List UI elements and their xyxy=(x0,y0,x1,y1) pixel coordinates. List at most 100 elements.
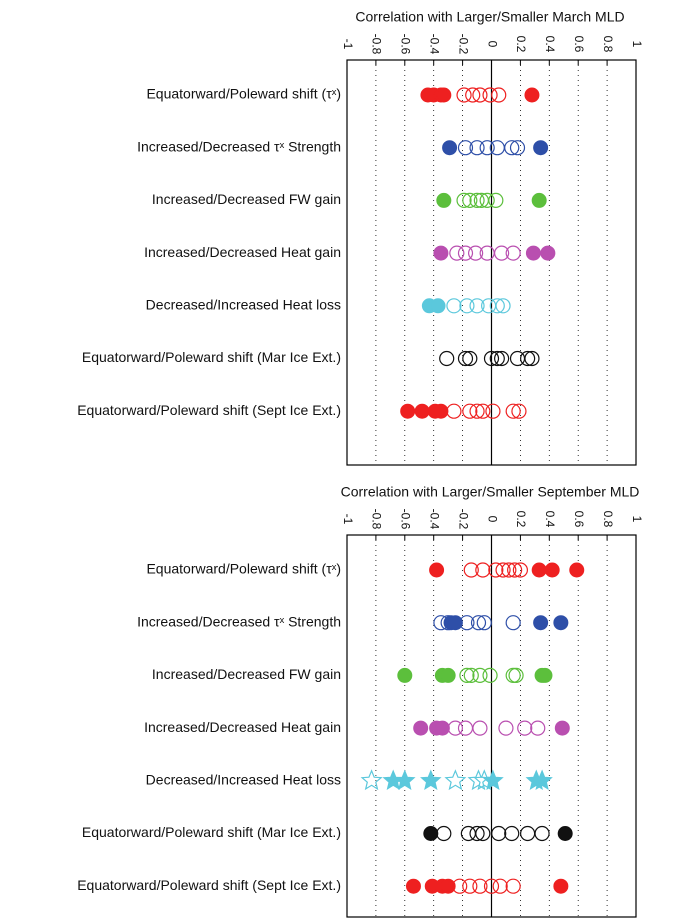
dot-marker xyxy=(482,87,498,103)
dot-marker xyxy=(483,350,500,367)
x-tick-label: -1 xyxy=(341,39,355,50)
dot-marker xyxy=(505,615,521,631)
dot-marker xyxy=(469,298,485,314)
dot-marker xyxy=(462,350,478,367)
dot-marker xyxy=(505,878,521,894)
dot-marker xyxy=(492,878,508,894)
dot-marker xyxy=(537,667,553,683)
dot-marker xyxy=(447,615,463,631)
row-label: Increased/Decreased FW gain xyxy=(152,191,341,207)
dot-marker xyxy=(457,720,474,736)
dot-marker xyxy=(533,615,549,631)
x-tick-label: -0.4 xyxy=(428,509,442,530)
dot-marker xyxy=(446,403,462,419)
dot-marker xyxy=(462,192,478,208)
dot-marker xyxy=(504,825,520,842)
dot-marker xyxy=(457,245,474,261)
dot-marker xyxy=(463,667,479,684)
dot-marker xyxy=(436,192,452,208)
dot-marker xyxy=(520,825,536,842)
dot-marker xyxy=(485,403,501,419)
chart-title: Correlation with Larger/Smaller March ML… xyxy=(355,9,624,25)
x-tick-label: 0.2 xyxy=(514,511,528,528)
dot-marker xyxy=(489,298,505,314)
dot-marker xyxy=(479,192,495,208)
dot-marker xyxy=(524,350,540,367)
dot-marker xyxy=(462,878,478,894)
dot-marker xyxy=(531,562,547,578)
x-tick-label: 0.6 xyxy=(572,36,586,53)
dot-marker xyxy=(504,140,520,156)
x-tick-label: -0.4 xyxy=(428,34,442,55)
dot-marker xyxy=(511,403,527,419)
dot-marker xyxy=(463,562,479,578)
chart-title: Correlation with Larger/Smaller Septembe… xyxy=(341,484,640,500)
row-label: Increased/Decreased τˣ Strength xyxy=(137,138,341,154)
dot-marker xyxy=(554,720,570,736)
x-tick-label: -0.6 xyxy=(399,509,413,530)
row-label: Decreased/Increased Heat loss xyxy=(146,297,341,313)
dot-marker xyxy=(400,403,416,419)
dot-marker xyxy=(460,825,476,842)
dot-marker xyxy=(533,140,549,156)
dot-marker xyxy=(520,350,536,367)
row-label: Equatorward/Poleward shift (Sept Ice Ext… xyxy=(77,402,341,418)
dot-marker xyxy=(413,720,429,736)
dot-marker xyxy=(475,403,491,419)
dot-marker xyxy=(569,562,585,578)
dot-marker xyxy=(553,615,569,631)
dot-marker xyxy=(440,878,456,894)
star-marker xyxy=(444,769,467,791)
x-tick-label: 0.8 xyxy=(601,36,615,53)
dot-marker xyxy=(476,615,492,631)
dot-marker xyxy=(534,825,550,842)
dot-marker xyxy=(433,245,449,261)
row-label: Increased/Decreased Heat gain xyxy=(144,244,341,260)
dot-marker xyxy=(472,878,488,894)
row-label: Equatorward/Poleward shift (Mar Ice Ext.… xyxy=(82,824,341,840)
dot-marker xyxy=(457,140,474,156)
dot-marker xyxy=(489,350,505,367)
dot-marker xyxy=(491,87,507,103)
dot-marker xyxy=(433,403,449,419)
x-tick-label: -0.8 xyxy=(370,509,384,530)
dot-marker xyxy=(553,878,569,894)
row-label: Equatorward/Poleward shift (τˣ) xyxy=(146,561,341,577)
dot-marker xyxy=(483,878,500,894)
dot-marker xyxy=(414,403,430,419)
dot-marker xyxy=(439,350,455,367)
dot-marker xyxy=(482,667,498,684)
dot-marker xyxy=(494,245,510,261)
star-marker xyxy=(394,769,416,790)
dot-marker xyxy=(512,562,529,578)
dot-marker xyxy=(472,87,488,103)
dot-marker xyxy=(530,720,546,736)
dot-marker xyxy=(472,720,488,736)
x-tick-label: -0.2 xyxy=(456,34,470,55)
dot-marker xyxy=(540,245,556,261)
dot-marker xyxy=(495,562,511,578)
dot-marker xyxy=(462,403,478,419)
dot-marker xyxy=(488,562,504,578)
dot-marker xyxy=(423,826,439,841)
dot-marker xyxy=(434,720,450,736)
x-tick-label: 0.2 xyxy=(514,36,528,53)
dot-marker xyxy=(517,720,533,736)
dot-marker xyxy=(508,667,524,684)
dot-marker xyxy=(442,140,458,156)
dot-marker xyxy=(430,298,446,314)
row-label: Equatorward/Poleward shift (Mar Ice Ext.… xyxy=(82,349,341,365)
dot-marker xyxy=(469,403,485,419)
dot-marker xyxy=(469,140,485,156)
dot-marker xyxy=(397,667,413,683)
x-tick-label: -0.2 xyxy=(456,509,470,530)
dot-marker xyxy=(470,615,487,631)
dot-marker xyxy=(544,562,560,578)
x-tick-label: 0.4 xyxy=(543,36,557,53)
dot-marker xyxy=(495,298,511,314)
dot-marker xyxy=(449,245,465,261)
dot-marker xyxy=(436,87,452,103)
x-tick-label: -0.8 xyxy=(370,34,384,55)
dot-marker xyxy=(475,562,491,578)
